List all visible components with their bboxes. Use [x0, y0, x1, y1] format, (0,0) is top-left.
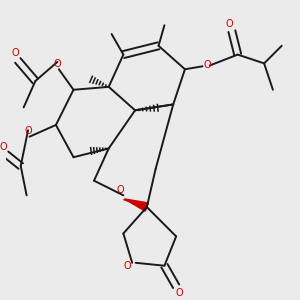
Text: O: O	[0, 142, 7, 152]
Polygon shape	[124, 199, 148, 211]
Text: O: O	[11, 48, 19, 59]
Text: O: O	[24, 126, 32, 136]
Text: O: O	[54, 59, 61, 69]
Text: O: O	[117, 185, 124, 195]
Text: O: O	[225, 19, 233, 29]
Text: O: O	[123, 261, 131, 271]
Text: O: O	[203, 60, 211, 70]
Text: O: O	[175, 288, 183, 298]
